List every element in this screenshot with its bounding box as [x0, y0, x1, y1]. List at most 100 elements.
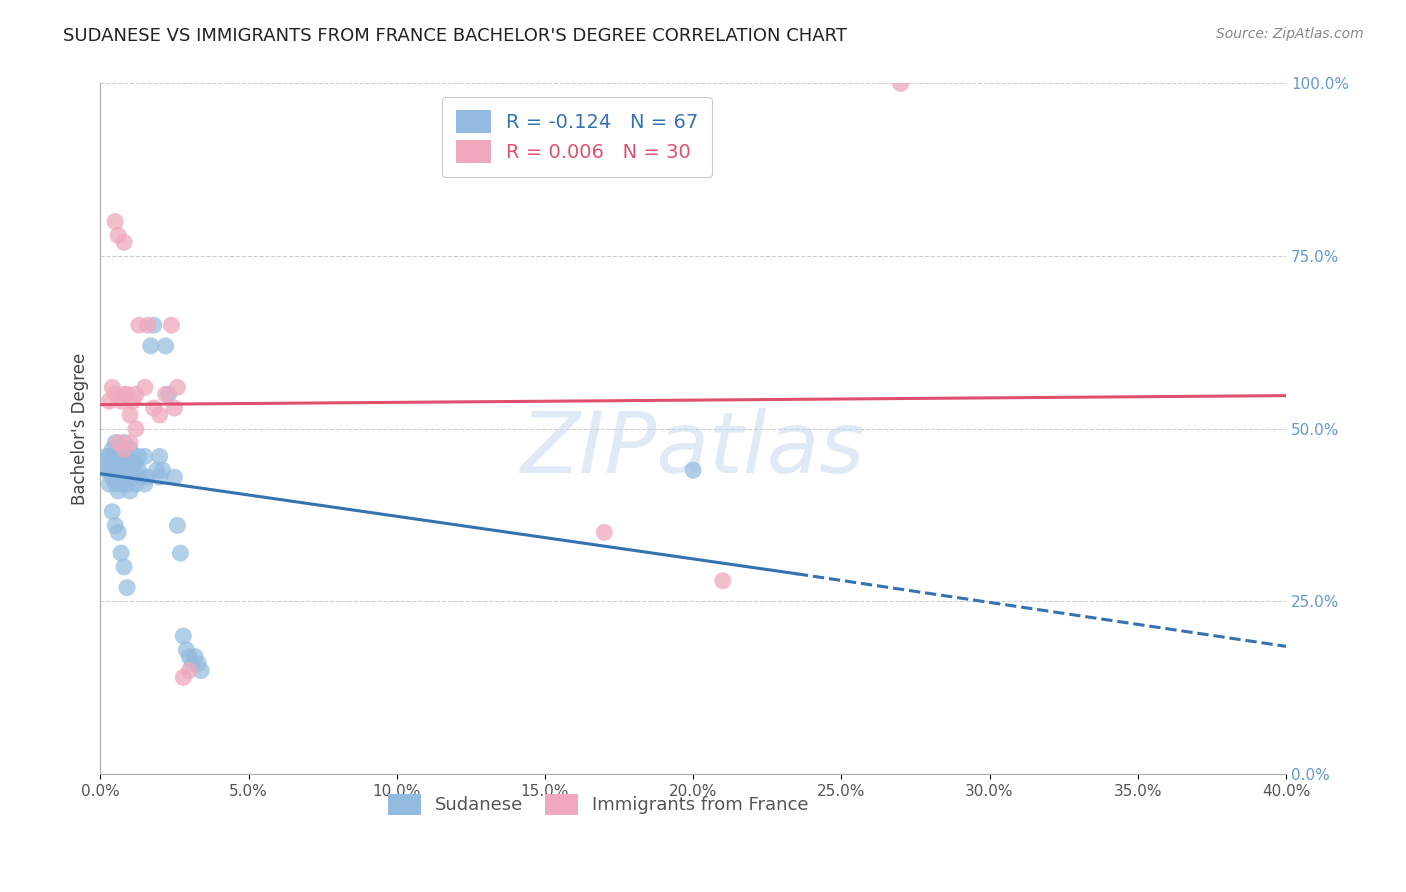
Point: [142, 318, 165, 333]
Point: [179, 664, 201, 678]
Point: [122, 470, 145, 484]
Point: [107, 470, 129, 484]
Text: SUDANESE VS IMMIGRANTS FROM FRANCE BACHELOR'S DEGREE CORRELATION CHART: SUDANESE VS IMMIGRANTS FROM FRANCE BACHE…: [63, 27, 848, 45]
Point: [98, 450, 121, 464]
Point: [104, 214, 127, 228]
Point: [163, 470, 186, 484]
Point: [104, 477, 127, 491]
Point: [682, 463, 704, 477]
Point: [96, 463, 118, 477]
Point: [711, 574, 734, 588]
Point: [107, 435, 129, 450]
Point: [163, 401, 186, 415]
Point: [122, 456, 145, 470]
Point: [169, 546, 191, 560]
Point: [149, 408, 172, 422]
Point: [115, 450, 138, 464]
Point: [115, 581, 138, 595]
Point: [890, 77, 912, 91]
Point: [118, 408, 141, 422]
Point: [110, 394, 132, 409]
Point: [190, 664, 212, 678]
Point: [128, 463, 150, 477]
Point: [107, 483, 129, 498]
Point: [136, 470, 159, 484]
Point: [128, 318, 150, 333]
Point: [98, 477, 121, 491]
Point: [125, 387, 148, 401]
Point: [118, 483, 141, 498]
Point: [145, 463, 167, 477]
Point: [128, 450, 150, 464]
Point: [112, 442, 135, 457]
Point: [112, 435, 135, 450]
Point: [112, 235, 135, 250]
Point: [166, 518, 188, 533]
Point: [96, 450, 118, 464]
Point: [104, 435, 127, 450]
Point: [166, 380, 188, 394]
Point: [112, 456, 135, 470]
Point: [142, 401, 165, 415]
Point: [157, 387, 180, 401]
Point: [101, 470, 124, 484]
Point: [98, 463, 121, 477]
Point: [172, 670, 194, 684]
Legend: Sudanese, Immigrants from France: Sudanese, Immigrants from France: [380, 785, 817, 824]
Point: [104, 387, 127, 401]
Point: [107, 450, 129, 464]
Point: [149, 470, 172, 484]
Point: [112, 470, 135, 484]
Point: [107, 525, 129, 540]
Point: [115, 463, 138, 477]
Point: [101, 442, 124, 457]
Point: [101, 380, 124, 394]
Point: [122, 394, 145, 409]
Point: [115, 477, 138, 491]
Point: [110, 546, 132, 560]
Point: [176, 642, 198, 657]
Point: [110, 450, 132, 464]
Point: [125, 422, 148, 436]
Point: [104, 518, 127, 533]
Text: ZIPatlas: ZIPatlas: [522, 408, 865, 491]
Text: Source: ZipAtlas.com: Source: ZipAtlas.com: [1216, 27, 1364, 41]
Point: [593, 525, 616, 540]
Point: [110, 477, 132, 491]
Point: [155, 339, 177, 353]
Point: [101, 456, 124, 470]
Point: [134, 477, 156, 491]
Point: [112, 560, 135, 574]
Point: [136, 318, 159, 333]
Point: [110, 463, 132, 477]
Point: [104, 450, 127, 464]
Point: [125, 477, 148, 491]
Point: [152, 463, 174, 477]
Point: [187, 657, 209, 671]
Point: [115, 387, 138, 401]
Point: [112, 387, 135, 401]
Point: [118, 435, 141, 450]
Point: [104, 470, 127, 484]
Point: [104, 463, 127, 477]
Y-axis label: Bachelor's Degree: Bachelor's Degree: [72, 352, 89, 505]
Point: [139, 339, 162, 353]
Point: [160, 318, 183, 333]
Point: [134, 450, 156, 464]
Point: [118, 463, 141, 477]
Point: [101, 505, 124, 519]
Point: [125, 456, 148, 470]
Point: [149, 450, 172, 464]
Point: [131, 470, 153, 484]
Point: [107, 463, 129, 477]
Point: [98, 456, 121, 470]
Point: [98, 394, 121, 409]
Point: [184, 649, 207, 664]
Point: [155, 387, 177, 401]
Point: [134, 380, 156, 394]
Point: [179, 649, 201, 664]
Point: [118, 442, 141, 457]
Point: [118, 463, 141, 477]
Point: [107, 228, 129, 243]
Point: [101, 463, 124, 477]
